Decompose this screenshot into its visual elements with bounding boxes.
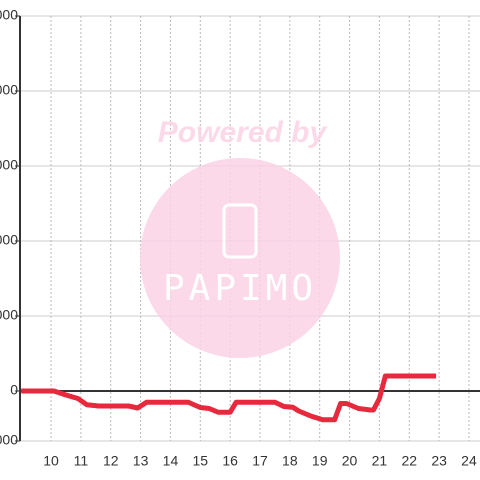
x-tick-label: 21 <box>372 453 388 469</box>
y-tick-label: 120,000 <box>0 82 18 98</box>
x-tick-label: 14 <box>163 453 179 469</box>
x-tick-label: 18 <box>282 453 298 469</box>
y-tick-label: 0 <box>10 382 18 398</box>
watermark-icon <box>222 203 258 259</box>
data-line <box>21 373 437 423</box>
x-tick-label: 16 <box>222 453 238 469</box>
y-tick-label: -20,000 <box>0 432 18 448</box>
x-tick-label: 20 <box>342 453 358 469</box>
x-tick-label: 10 <box>43 453 59 469</box>
y-tick-label: 150,000 <box>0 7 18 23</box>
x-tick-label: 23 <box>431 453 447 469</box>
watermark-logo: PAPIMO <box>163 268 317 309</box>
x-tick-label: 11 <box>74 453 89 469</box>
x-tick-label: 17 <box>252 453 268 469</box>
watermark-text: Powered by <box>158 116 328 149</box>
x-tick-label: 15 <box>193 453 209 469</box>
x-tick-label: 13 <box>133 453 149 469</box>
x-tick-label: 22 <box>401 453 417 469</box>
watermark: Powered by PAPIMO <box>140 116 340 358</box>
x-tick-label: 24 <box>461 453 477 469</box>
y-tick-label: 30,000 <box>0 307 18 323</box>
x-tick-label: 12 <box>103 453 119 469</box>
x-tick-label: 19 <box>312 453 328 469</box>
y-tick-label: 90,000 <box>0 157 18 173</box>
y-tick-label: 60,000 <box>0 232 18 248</box>
